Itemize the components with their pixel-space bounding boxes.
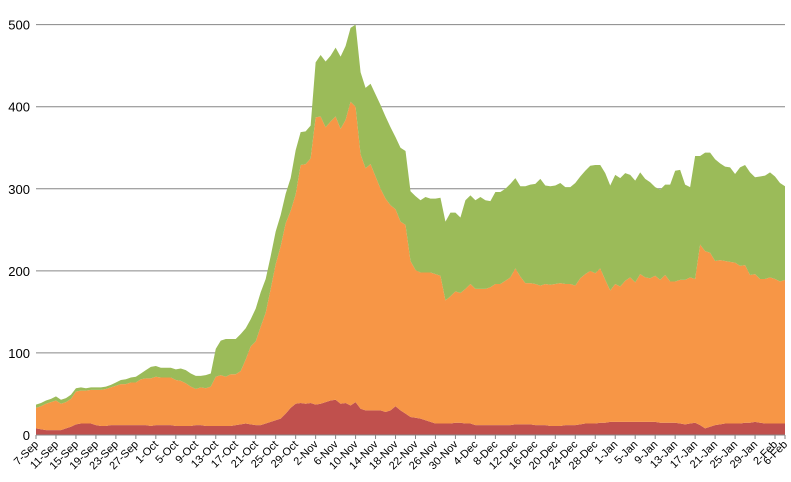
y-tick-label: 200: [8, 264, 30, 279]
y-tick-label: 500: [8, 18, 30, 33]
series-area-3: [36, 24, 785, 408]
series-area-1: [36, 399, 785, 435]
y-axis: 0 100 200 300 400 500: [8, 18, 30, 443]
series-area-2: [36, 101, 785, 431]
y-tick-label: 0: [23, 428, 30, 443]
y-tick-label: 400: [8, 100, 30, 115]
series-areas: [36, 24, 785, 435]
y-tick-label: 100: [8, 346, 30, 361]
y-tick-label: 300: [8, 182, 30, 197]
x-axis: 7-Sep11-Sep15-Sep19-Sep23-Sep27-Sep1-Oct…: [12, 434, 790, 472]
